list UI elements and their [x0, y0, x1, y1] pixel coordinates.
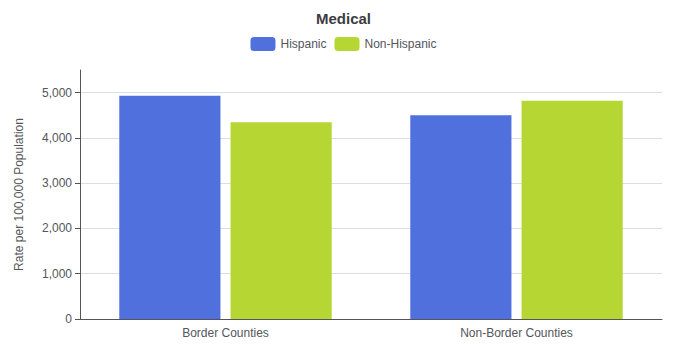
svg-text:Border Counties: Border Counties: [182, 326, 269, 340]
svg-text:Non-Border Counties: Non-Border Counties: [460, 326, 573, 340]
svg-text:2,000: 2,000: [42, 221, 72, 235]
svg-text:Hispanic: Hispanic: [280, 37, 326, 51]
svg-text:Rate per 100,000 Population: Rate per 100,000 Population: [12, 118, 26, 271]
svg-text:3,000: 3,000: [42, 176, 72, 190]
svg-text:4,000: 4,000: [42, 131, 72, 145]
svg-text:5,000: 5,000: [42, 86, 72, 100]
svg-text:0: 0: [65, 312, 72, 326]
svg-text:1,000: 1,000: [42, 267, 72, 281]
svg-text:Non-Hispanic: Non-Hispanic: [364, 37, 436, 51]
svg-text:Medical: Medical: [316, 10, 371, 27]
